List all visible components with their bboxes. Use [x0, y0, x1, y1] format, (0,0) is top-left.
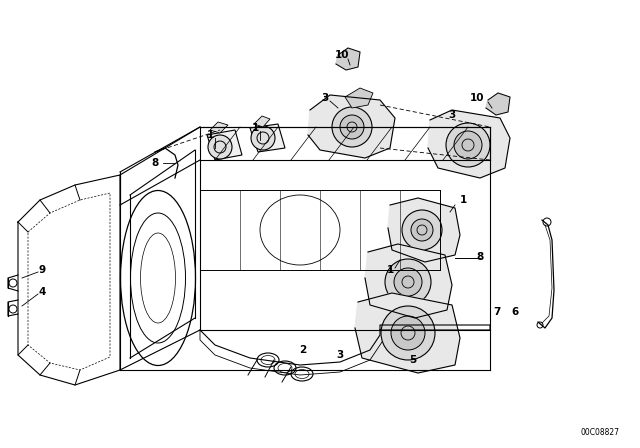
Text: 10: 10 [470, 93, 484, 103]
Text: 1: 1 [252, 123, 259, 133]
Text: 3: 3 [321, 93, 328, 103]
Polygon shape [428, 110, 510, 178]
Text: 3: 3 [449, 110, 456, 120]
Polygon shape [308, 95, 395, 158]
Circle shape [391, 316, 425, 350]
Circle shape [411, 219, 433, 241]
Text: 1: 1 [460, 195, 467, 205]
Text: 4: 4 [38, 287, 45, 297]
Circle shape [454, 131, 482, 159]
Polygon shape [388, 198, 460, 262]
Circle shape [381, 306, 435, 360]
Text: 1: 1 [206, 130, 214, 140]
Polygon shape [355, 293, 460, 373]
Polygon shape [336, 48, 360, 70]
Polygon shape [345, 88, 373, 108]
Circle shape [385, 259, 431, 305]
Circle shape [402, 210, 442, 250]
Text: 8: 8 [152, 158, 159, 168]
Polygon shape [365, 244, 452, 318]
Circle shape [208, 135, 232, 159]
Polygon shape [250, 124, 285, 152]
Text: 9: 9 [38, 265, 45, 275]
Text: 2: 2 [300, 345, 307, 355]
Text: 8: 8 [476, 252, 484, 262]
Text: 7: 7 [493, 307, 500, 317]
Text: 1: 1 [387, 265, 394, 275]
Text: 3: 3 [337, 350, 344, 360]
Circle shape [251, 126, 275, 150]
Circle shape [446, 123, 490, 167]
Polygon shape [254, 116, 270, 127]
Text: 00C08827: 00C08827 [580, 427, 620, 436]
Text: 6: 6 [511, 307, 518, 317]
Circle shape [340, 115, 364, 139]
Circle shape [394, 268, 422, 296]
Polygon shape [486, 93, 510, 115]
Circle shape [332, 107, 372, 147]
Text: 10: 10 [335, 50, 349, 60]
Text: 5: 5 [410, 355, 417, 365]
Polygon shape [207, 130, 242, 160]
Polygon shape [210, 122, 228, 133]
